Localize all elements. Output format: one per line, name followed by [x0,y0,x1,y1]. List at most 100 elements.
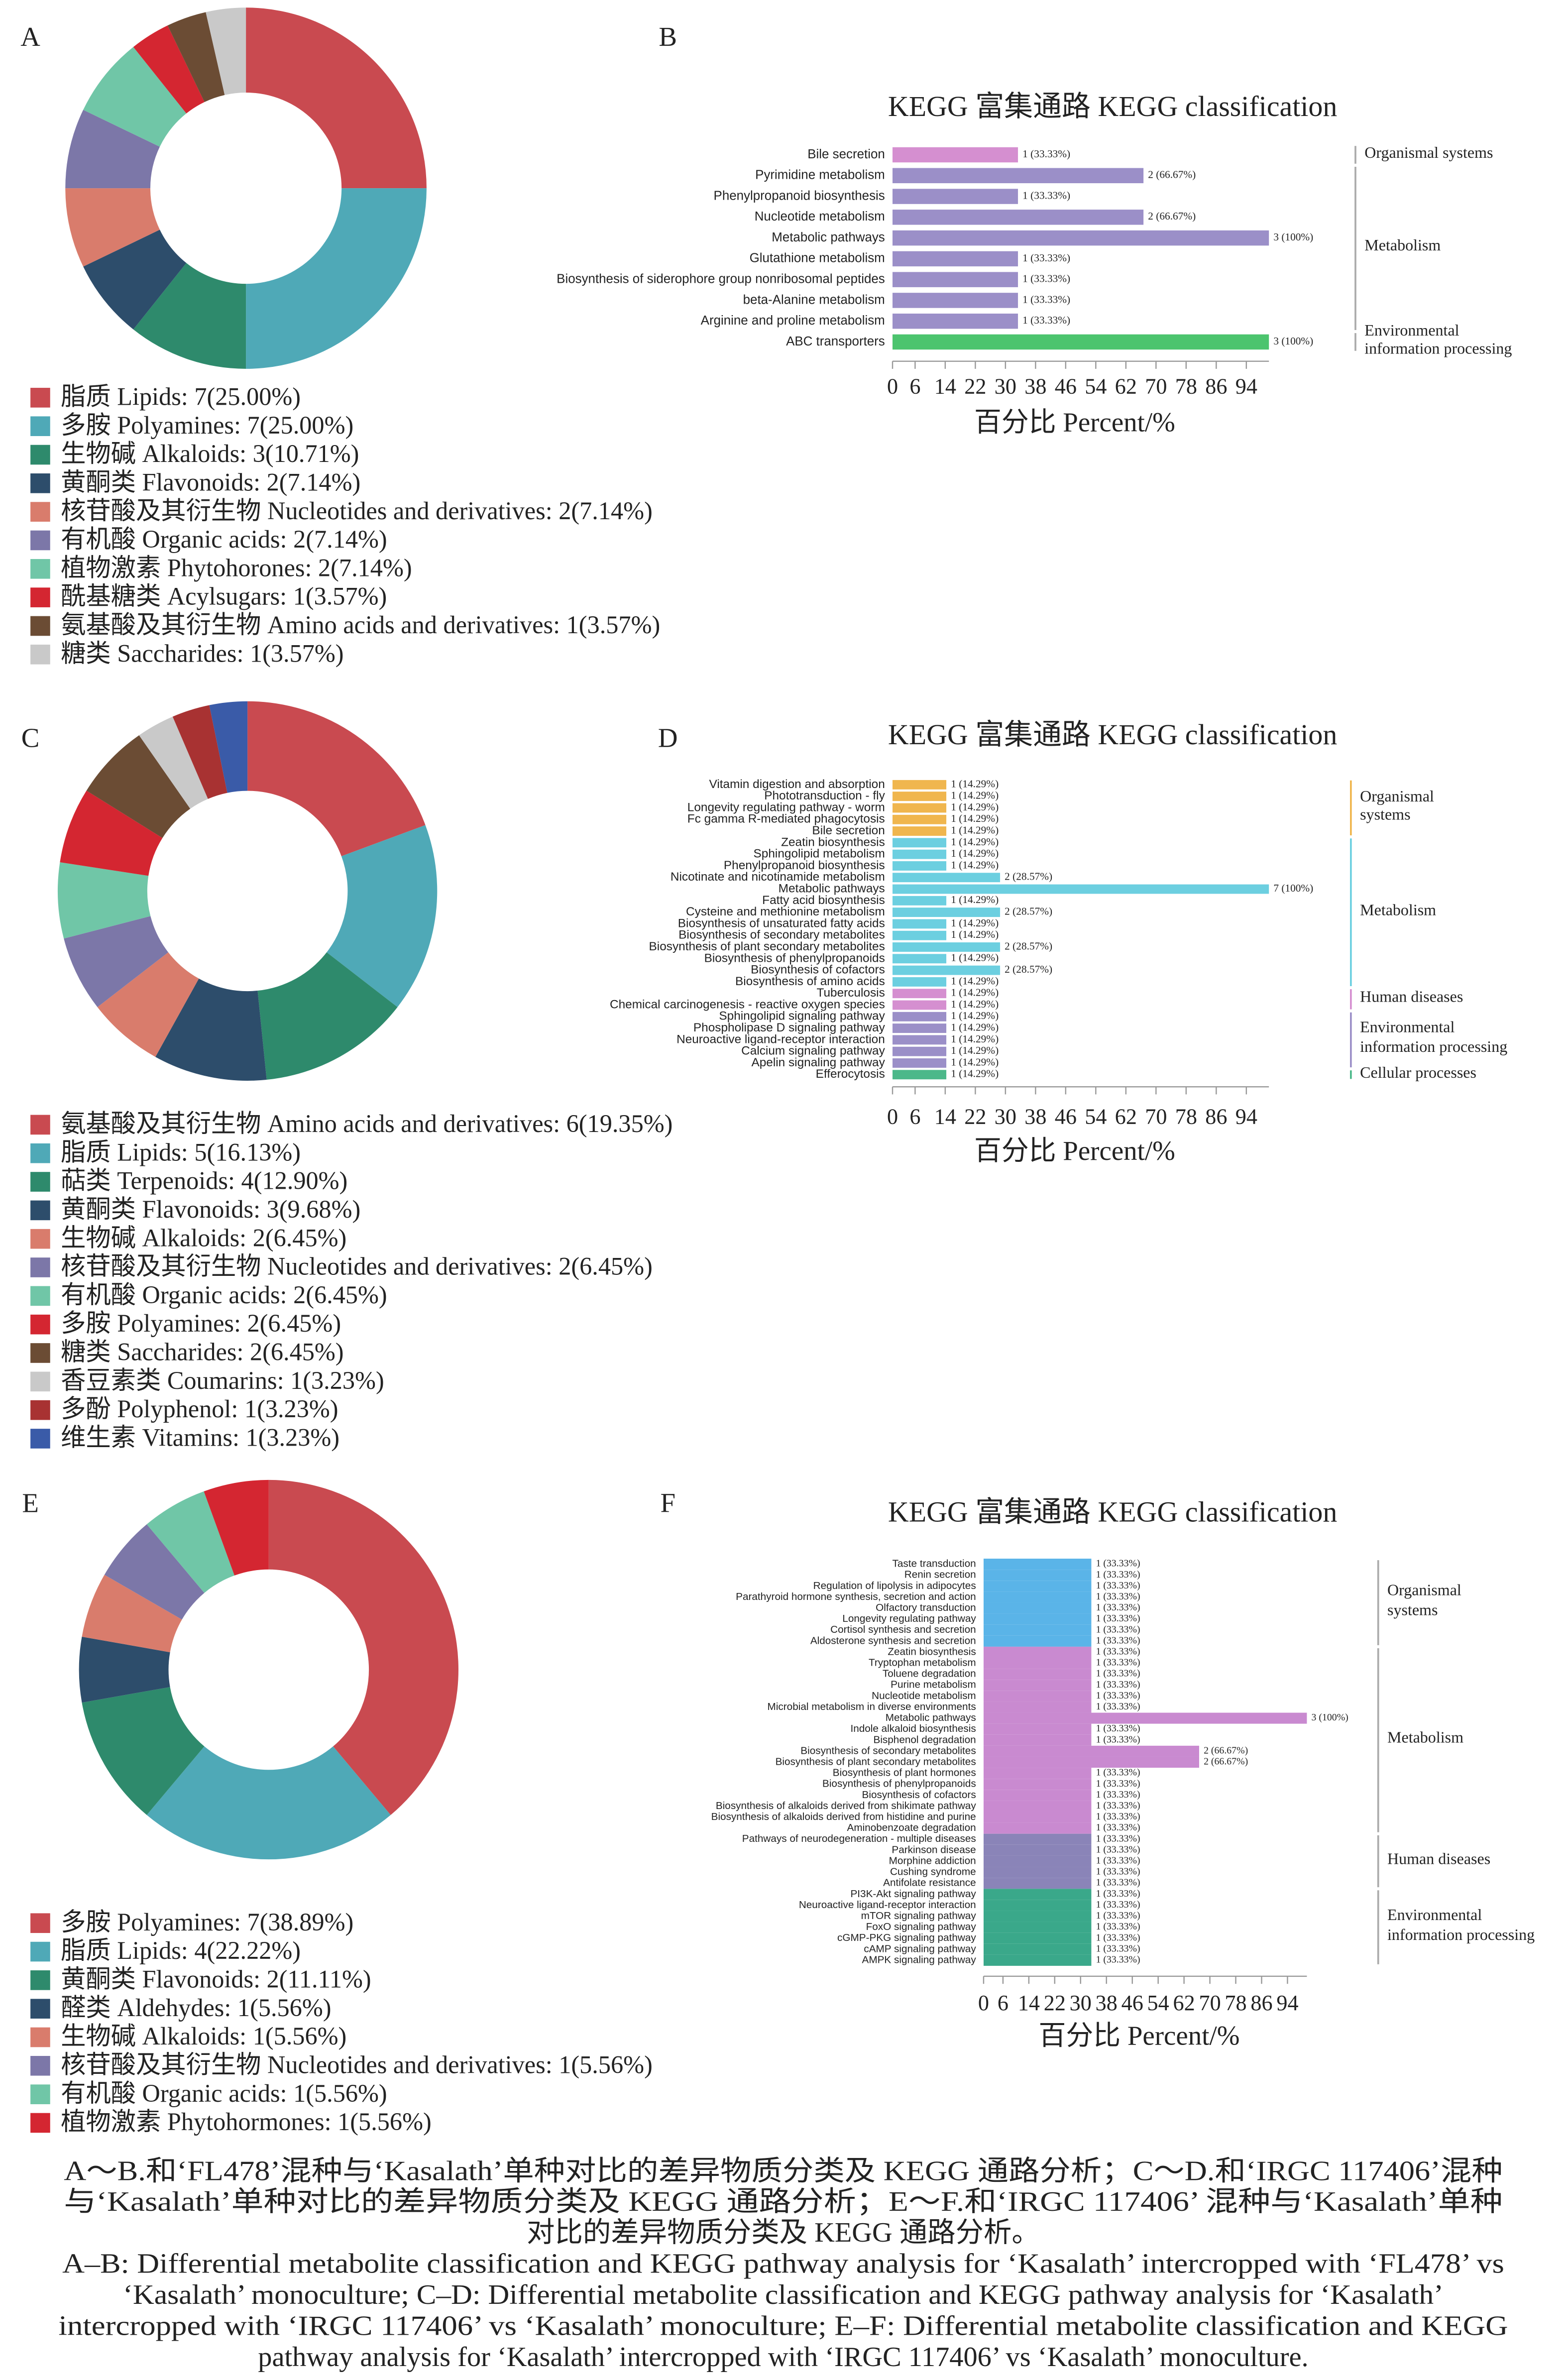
legend-swatch [30,587,50,607]
bar [893,251,1018,267]
legend-swatch [30,473,50,493]
legend-label: 脂质 Lipids: 7(25.00%) [61,382,301,410]
pie-slice [204,1479,269,1576]
value-label: 1 (14.29%) [951,778,999,790]
value-label: 2 (66.67%) [1148,210,1196,222]
legend-label: 香豆素类 Coumarins: 1(3.23%) [61,1366,384,1394]
bar [983,1646,1092,1658]
bar [893,989,947,999]
pie-slice [65,110,160,189]
value-label: 1 (14.29%) [951,1033,999,1045]
chart-title: KEGG 富集通路 KEGG classification [888,1495,1337,1528]
y-tick-label: Biosynthesis of cofactors [751,963,885,977]
value-label: 1 (33.33%) [1096,1800,1140,1811]
group-label: Organismal systems [1387,1584,1461,1620]
legend-label: 萜类 Terpenoids: 4(12.90%) [61,1167,347,1195]
value-label: 1 (33.33%) [1096,1624,1140,1635]
legend-swatch [30,1200,50,1221]
x-tick-label: 6 [909,1104,920,1129]
y-tick-label: Efferocytosis [816,1067,885,1081]
group-label: Environmental information processing [1387,1908,1535,1944]
value-label: 1 (33.33%) [1096,1822,1140,1833]
value-label: 3 (100%) [1312,1712,1348,1723]
y-tick-label: Biosynthesis of alkaloids derived from s… [716,1800,976,1812]
x-tick-label: 14 [934,1104,956,1129]
group-label-box: Cellular processes [1360,1050,1565,1099]
bar [893,792,947,801]
legend-label: 脂质 Lipids: 5(16.13%) [61,1138,301,1166]
panel-label: C [21,723,40,753]
legend-swatch [30,2056,50,2076]
panel-label: B [659,21,677,52]
bar [893,313,1018,329]
value-label: 1 (33.33%) [1096,1613,1140,1624]
legend-swatch [30,1314,50,1335]
y-tick-label: Vitamin digestion and absorption [709,778,885,791]
legend-label: 黄酮类 Flavonoids: 2(7.14%) [61,468,360,496]
caption-line: 对比的差异物质分类及 KEGG 通路分析。 [527,2217,1040,2248]
legend-label: 有机酸 Organic acids: 2(6.45%) [61,1281,387,1309]
value-label: 1 (14.29%) [951,894,999,906]
pie-slice [83,229,187,330]
y-tick-label: Cortisol synthesis and secretion [830,1624,976,1635]
y-tick-label: Taste transduction [893,1558,976,1570]
value-label: 1 (33.33%) [1096,1767,1140,1778]
bar [983,1570,1092,1581]
group-label-wrap: Organismal systems [1364,130,1568,179]
value-label: 1 (14.29%) [951,1044,999,1056]
y-tick-label: ABC transporters [786,335,885,348]
value-label: 1 (33.33%) [1096,1668,1140,1679]
pie-slice [209,701,248,793]
pie-slice [86,735,191,838]
value-label: 1 (14.29%) [951,847,999,859]
x-tick-label: 30 [995,1104,1016,1129]
legend-label: 核苷酸及其衍生物 Nucleotides and derivatives: 1(… [61,2050,653,2078]
value-label: 1 (33.33%) [1096,1701,1140,1712]
legend-swatch [30,1429,50,1449]
group-label-wrap: Organismal systems [1360,784,1565,832]
value-label: 3 (100%) [1273,335,1313,347]
group-label-box: Metabolism [1387,1731,1463,1748]
panel-label: F [660,1487,675,1518]
x-tick-label: 30 [995,374,1016,399]
y-tick-label: Indole alkaloid biosynthesis [850,1723,976,1734]
value-label: 1 (33.33%) [1096,1877,1140,1888]
pie-slice [268,1479,458,1815]
value-label: 1 (14.29%) [951,952,999,964]
x-tick-label: 38 [1024,1104,1046,1129]
value-label: 1 (14.29%) [951,1056,999,1068]
bar [893,1046,947,1056]
pie-slice [79,1636,170,1703]
bar [983,1779,1092,1790]
value-label: 2 (28.57%) [1005,963,1052,975]
value-label: 1 (33.33%) [1096,1679,1140,1690]
group-label: Cellular processes [1360,1065,1476,1082]
pie-slice [172,705,227,799]
x-tick-label: 54 [1147,1991,1169,2015]
bar [893,826,947,836]
y-tick-label: Microbial metabolism in diverse environm… [768,1701,976,1712]
pie-slice [83,47,187,147]
group-label-wrap: Environmental information processing [1360,1016,1565,1064]
y-tick-label: Nucleotide metabolism [872,1690,976,1701]
group-label-wrap: Cellular processes [1360,1050,1565,1099]
group-label: Organismal systems [1364,145,1493,162]
x-tick-label: 54 [1085,374,1107,399]
y-tick-label: Zeatin biosynthesis [888,1646,976,1657]
y-tick-label: beta-Alanine metabolism [743,293,885,307]
y-tick-label: Bile secretion [812,824,885,837]
group-label-wrap: Environmental information processing [1364,318,1568,366]
value-label: 1 (33.33%) [1096,1723,1140,1734]
pie-slice [82,1687,205,1815]
value-label: 1 (33.33%) [1096,1811,1140,1822]
pie-slice [246,7,427,189]
group-label-wrap: Environmental information processing [1387,1903,1568,1952]
x-tick-label: 14 [1018,1991,1040,2015]
value-label: 2 (28.57%) [1005,940,1052,952]
value-label: 1 (33.33%) [1096,1558,1140,1569]
y-tick-label: Aldosterone synthesis and secretion [810,1635,976,1646]
bar [893,334,1269,350]
bar [983,1790,1092,1801]
value-label: 2 (28.57%) [1005,906,1052,917]
